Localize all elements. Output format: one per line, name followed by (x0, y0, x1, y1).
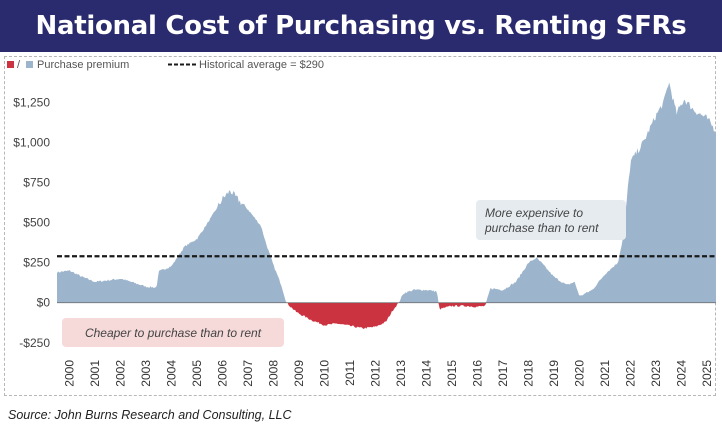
x-tick-label: 2015 (445, 360, 459, 387)
x-tick-label: 2017 (496, 360, 510, 387)
x-tick-label: 2020 (573, 360, 587, 387)
x-tick-label: 2004 (165, 360, 179, 387)
x-tick-label: 2018 (522, 360, 536, 387)
annotation-cheaper-box (62, 318, 284, 347)
annotation-expensive-text: More expensive to (485, 206, 583, 220)
x-tick-label: 2010 (318, 360, 332, 387)
x-tick-label: 2012 (369, 360, 383, 387)
series-purchase-premium-positive (57, 82, 716, 303)
y-tick-label: $750 (23, 176, 50, 190)
x-tick-label: 2003 (139, 360, 153, 387)
x-tick-label: 2022 (624, 360, 638, 387)
legend-swatch-separator: / (17, 59, 21, 71)
y-tick-label: $1,000 (13, 136, 50, 150)
y-tick-label: -$250 (19, 336, 50, 350)
legend-reference-label: Historical average = $290 (199, 59, 324, 71)
x-tick-label: 2025 (700, 360, 714, 387)
x-tick-label: 2014 (420, 360, 434, 387)
purchase-premium-chart: / Purchase premium Historical average = … (7, 59, 716, 387)
x-tick-label: 2007 (241, 360, 255, 387)
y-tick-label: $1,250 (13, 95, 50, 109)
x-tick-label: 2023 (649, 360, 663, 387)
y-tick-label: $250 (23, 256, 50, 270)
chart-title: National Cost of Purchasing vs. Renting … (0, 0, 722, 52)
series-purchase-premium-negative (57, 302, 716, 329)
x-tick-label: 2013 (394, 360, 408, 387)
annotation-cheaper-text: Cheaper to purchase than to rent (85, 326, 262, 340)
legend-swatch-negative (7, 61, 14, 68)
y-tick-label: $0 (37, 296, 51, 310)
source-note: Source: John Burns Research and Consulti… (8, 408, 292, 422)
x-tick-label: 2008 (267, 360, 281, 387)
x-tick-label: 2005 (190, 360, 204, 387)
legend: / Purchase premium Historical average = … (7, 59, 324, 71)
x-tick-label: 2001 (88, 360, 102, 387)
x-tick-label: 2016 (471, 360, 485, 387)
x-tick-label: 2009 (292, 360, 306, 387)
x-tick-label: 2019 (547, 360, 561, 387)
x-tick-label: 2002 (114, 360, 128, 387)
annotation-expensive-text: purchase than to rent (484, 221, 599, 235)
x-tick-label: 2011 (343, 360, 357, 386)
x-tick-label: 2000 (63, 360, 77, 387)
x-tick-label: 2024 (675, 360, 689, 387)
annotation-expensive-box (476, 200, 626, 240)
x-tick-label: 2021 (598, 360, 612, 387)
legend-series-label: Purchase premium (37, 59, 129, 71)
y-tick-label: $500 (23, 216, 50, 230)
legend-swatch-positive (26, 61, 33, 68)
x-tick-label: 2006 (216, 360, 230, 387)
